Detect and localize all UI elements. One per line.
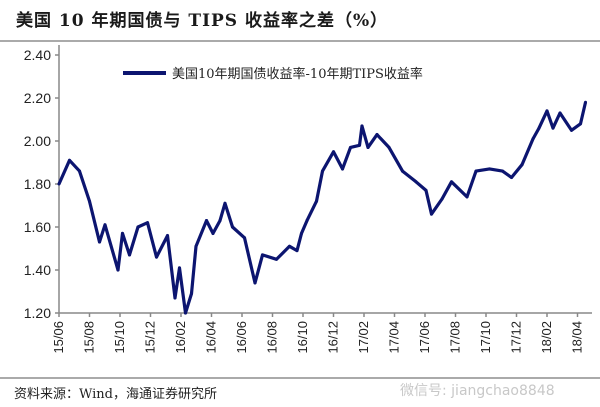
data-point (166, 234, 169, 238)
y-tick-label: 1.60 (24, 219, 51, 235)
data-point (315, 199, 318, 203)
data-point (474, 169, 478, 173)
y-tick-label: 2.00 (24, 133, 51, 149)
source-note: 资料来源：Wind，海通证券研究所 (14, 387, 217, 402)
data-point (128, 253, 131, 257)
legend-label: 美国10年期国债收益率-10年期TIPS收益率 (172, 66, 423, 82)
data-point (520, 163, 524, 167)
data-point (184, 311, 187, 315)
data-point (488, 167, 491, 171)
data-point (401, 169, 404, 173)
data-point (501, 169, 504, 173)
x-tick-label: 16/12 (326, 321, 341, 354)
x-tick-label: 16/06 (234, 321, 249, 354)
x-tick-label: 17/06 (417, 321, 432, 354)
y-tick-label: 1.20 (24, 305, 51, 321)
data-point (300, 231, 303, 235)
x-tick-label: 17/12 (509, 321, 524, 354)
data-point (360, 124, 364, 128)
data-point (387, 145, 391, 149)
x-tick-label: 17/02 (356, 321, 371, 354)
data-point (424, 188, 428, 192)
data-point (88, 199, 91, 203)
data-point (341, 167, 344, 171)
data-point (584, 100, 587, 104)
x-tick-label: 16/02 (173, 321, 188, 354)
x-tick-label: 15/06 (51, 321, 66, 354)
data-point (537, 126, 541, 130)
data-point (430, 212, 433, 216)
data-point (295, 249, 299, 253)
y-tick-label: 1.40 (24, 262, 51, 278)
y-tick-label: 2.40 (24, 47, 51, 63)
data-point (261, 253, 264, 257)
data-point (358, 143, 361, 147)
data-point (223, 201, 227, 205)
data-point (558, 111, 562, 115)
data-point (57, 182, 61, 186)
data-point (194, 244, 198, 248)
x-tick-label: 17/10 (478, 321, 493, 354)
data-point (103, 223, 107, 227)
data-point (155, 255, 158, 259)
data-point (173, 296, 177, 300)
data-point (231, 225, 234, 229)
x-tick-label: 15/10 (112, 321, 127, 354)
data-point (243, 236, 246, 240)
data-point (288, 244, 291, 248)
data-point (440, 197, 444, 201)
data-point (146, 221, 149, 225)
watermark: 微信号: jiangchao8848 (400, 383, 555, 399)
x-tick-label: 16/04 (204, 321, 219, 354)
legend: 美国10年期国债收益率-10年期TIPS收益率 (123, 66, 423, 82)
data-point (332, 150, 335, 154)
x-tick-label: 15/12 (143, 321, 158, 354)
data-point (551, 126, 555, 130)
data-point (349, 145, 352, 149)
data-point (78, 169, 81, 173)
data-point (414, 180, 418, 184)
data-point (579, 122, 582, 126)
data-point (205, 219, 208, 223)
data-point (68, 158, 71, 162)
data-point (450, 180, 453, 184)
y-tick-label: 2.20 (24, 90, 51, 106)
data-point (116, 268, 120, 272)
data-point (366, 145, 370, 149)
x-tick-label: 17/08 (448, 321, 463, 354)
data-point (190, 292, 193, 296)
data-point (253, 281, 257, 285)
data-point (211, 231, 215, 235)
data-point (375, 133, 379, 137)
data-point (218, 219, 222, 223)
data-point (136, 225, 140, 229)
series-line (57, 101, 588, 315)
data-point (121, 231, 124, 235)
x-tick-label: 18/04 (570, 321, 585, 354)
data-point (321, 169, 324, 173)
data-point (98, 240, 101, 244)
x-tick-label: 16/08 (265, 321, 280, 354)
data-point (275, 257, 278, 261)
chart-title: 美国 10 年期国债与 TIPS 收益率之差（%） (16, 11, 389, 31)
data-point (305, 219, 309, 223)
data-point (465, 195, 469, 199)
x-tick-label: 17/04 (387, 321, 402, 354)
data-point (531, 137, 535, 141)
x-tick-label: 15/08 (82, 321, 97, 354)
data-point (510, 176, 513, 180)
y-tick-label: 1.80 (24, 176, 51, 192)
x-tick-label: 18/02 (539, 321, 554, 354)
data-point (178, 266, 181, 270)
data-point (545, 109, 549, 113)
x-tick-label: 16/10 (295, 321, 310, 354)
data-point (570, 128, 573, 132)
